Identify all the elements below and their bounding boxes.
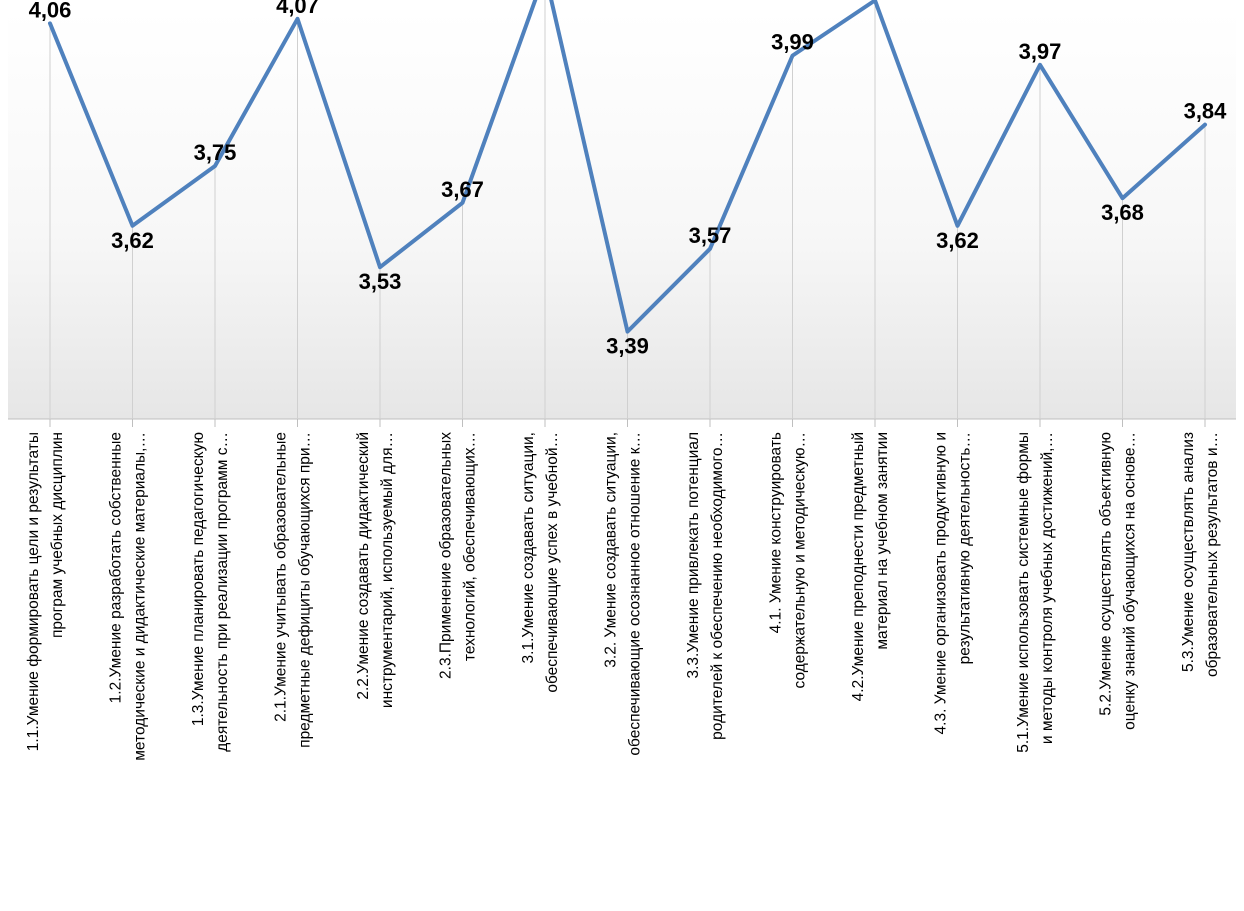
category-label: 3.1.Умение создавать ситуации, обеспечива… <box>520 432 561 693</box>
category-label: 4.3. Умение организовать продуктивную и р… <box>933 432 974 734</box>
category-label: 4.1. Умение конструировать содержательную… <box>768 432 809 688</box>
category-label: 1.2.Умение разработать собственные методи… <box>108 432 149 761</box>
series-line <box>48 0 1207 334</box>
category-label-line: програм учебных дисциплин <box>49 432 66 638</box>
category-label-line: методические и дидактические материалы,… <box>132 432 149 761</box>
category-label-line: родителей к обеспечению необходимого… <box>709 432 726 740</box>
category-label: 1.1.Умение формировать цели и результаты… <box>25 432 66 751</box>
category-label-line: 5.2.Умение осуществлять объективную <box>1098 432 1115 716</box>
data-label: 3,62 <box>936 228 979 253</box>
category-label-line: 2.1.Умение учитывать образовательные <box>273 432 290 722</box>
data-label: 3,53 <box>359 269 402 294</box>
data-label: 3,75 <box>194 140 237 165</box>
category-label-line: материал на учебном занятии <box>874 432 891 650</box>
category-label: 5.1.Умение использовать системные формы и… <box>1015 432 1056 753</box>
category-label-line: предметные дефициты обучающихся при… <box>297 432 314 748</box>
category-label-line: 4.3. Умение организовать продуктивную и <box>933 432 950 734</box>
data-labels: 4,063,623,754,073,533,674,173,393,573,99… <box>29 0 1228 359</box>
drop-lines <box>49 0 1206 419</box>
category-label-line: инструментарий, используемый для… <box>379 432 396 708</box>
category-label-line: результативную деятельность… <box>957 432 974 664</box>
category-label-line: образовательных результатов и… <box>1204 432 1221 677</box>
data-label: 4,06 <box>29 0 72 22</box>
category-label: 2.2.Умение создавать дидактический инстру… <box>355 432 396 708</box>
data-label: 3,62 <box>111 228 154 253</box>
data-label: 3,68 <box>1101 200 1144 225</box>
category-label-line: 1.1.Умение формировать цели и результаты <box>25 432 42 751</box>
category-label-line: технологий, обеспечивающих… <box>462 432 479 661</box>
category-label: 3.3.Умение привлекать потенциал родителей… <box>685 432 726 740</box>
category-label-line: 1.3.Умение планировать педагогическую <box>190 432 207 726</box>
category-label: 2.1.Умение учитывать образовательные пред… <box>273 432 314 748</box>
category-label-line: 3.1.Умение создавать ситуации, <box>520 432 537 663</box>
category-label: 5.2.Умение осуществлять объективную оценк… <box>1098 432 1139 730</box>
category-label-line: обеспечивающие осознанное отношение к… <box>627 432 644 756</box>
category-label-line: 3.3.Умение привлекать потенциал <box>685 432 702 679</box>
data-label: 4,07 <box>276 0 319 18</box>
category-labels: 1.1.Умение формировать цели и результаты… <box>25 432 1221 761</box>
category-label-line: содержательную и методическую… <box>792 432 809 688</box>
category-label-line: оценку знаний обучающихся на основе… <box>1122 432 1139 730</box>
category-label: 2.3.Применение образовательных технологий… <box>438 432 479 679</box>
category-label-line: и методы контроля учебных достижений,… <box>1039 432 1056 744</box>
category-label-line: 3.2. Умение создавать ситуации, <box>603 432 620 668</box>
category-label-line: 2.2.Умение создавать дидактический <box>355 432 372 700</box>
data-label: 3,84 <box>1184 99 1228 124</box>
category-label-line: деятельность при реализации программ с… <box>214 432 231 752</box>
x-ticks <box>49 419 1206 427</box>
category-label-line: 4.2.Умение преподнести предметный <box>850 432 867 701</box>
category-label-line: 1.2.Умение разработать собственные <box>108 432 125 703</box>
data-label: 3,39 <box>606 334 649 359</box>
category-label-line: 5.3.Умение осуществлять анализ <box>1180 432 1197 672</box>
category-label-line: 5.1.Умение использовать системные формы <box>1015 432 1032 753</box>
data-label: 3,67 <box>441 177 484 202</box>
data-label: 3,57 <box>689 223 732 248</box>
category-label: 5.3.Умение осуществлять анализ образовате… <box>1180 432 1221 677</box>
category-label: 1.3.Умение планировать педагогическую дея… <box>190 432 231 752</box>
category-label-line: 2.3.Применение образовательных <box>438 432 455 679</box>
data-label: 3,99 <box>771 30 814 55</box>
category-label: 3.2. Умение создавать ситуации, обеспечив… <box>603 432 644 756</box>
category-label-line: обеспечивающие успех в учебной… <box>544 432 561 693</box>
category-label: 4.2.Умение преподнести предметный материа… <box>850 432 891 701</box>
category-label-line: 4.1. Умение конструировать <box>768 432 785 633</box>
data-label: 3,97 <box>1019 39 1062 64</box>
